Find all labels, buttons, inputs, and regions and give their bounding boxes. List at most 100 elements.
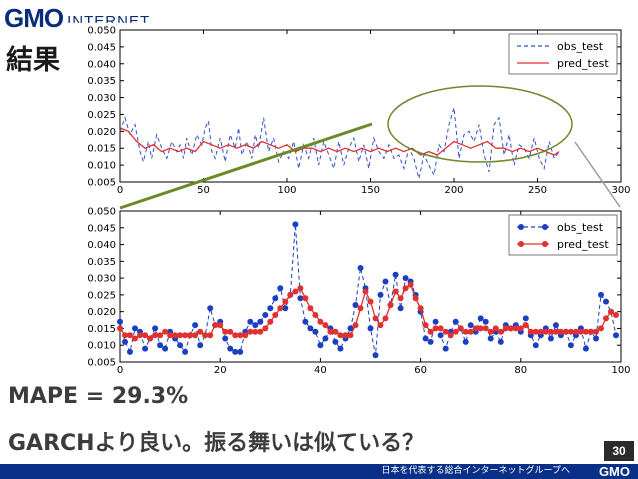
point-1-obs_test-30 [267, 305, 274, 312]
point-1-pred_test-44 [337, 332, 344, 339]
point-1-pred_test-82 [527, 328, 534, 335]
y-tick-label-0-0: 0.005 [87, 178, 116, 189]
point-1-pred_test-58 [407, 281, 414, 288]
point-1-pred_test-72 [477, 325, 484, 332]
y-tick-label-1-6: 0.035 [87, 257, 116, 268]
point-1-pred_test-62 [427, 328, 434, 335]
point-1-obs_test-35 [292, 221, 299, 228]
logo-gmo-text: GMO [4, 3, 64, 33]
point-1-pred_test-28 [257, 328, 264, 335]
point-1-obs_test-0 [117, 318, 123, 325]
point-1-obs_test-96 [598, 291, 604, 298]
point-1-pred_test-81 [522, 322, 529, 329]
series-line-0-pred_test [119, 127, 560, 156]
point-1-pred_test-48 [357, 305, 364, 312]
point-1-pred_test-70 [467, 328, 474, 335]
point-1-pred_test-95 [593, 328, 599, 335]
point-1-obs_test-28 [257, 318, 264, 325]
point-1-pred_test-89 [562, 328, 569, 335]
legend-marker-b-1-obs_test [542, 224, 548, 230]
point-1-pred_test-57 [402, 285, 409, 292]
point-1-pred_test-31 [272, 312, 279, 318]
point-1-obs_test-63 [432, 318, 439, 325]
point-1-pred_test-0 [117, 325, 123, 332]
gmo-internet-logo: GMO INTERNET [4, 3, 151, 33]
point-1-pred_test-91 [572, 328, 579, 335]
point-1-pred_test-63 [432, 325, 439, 332]
footer-tagline: 日本を代表する総合インターネットグループへ [381, 466, 570, 476]
x-tick-label-1-4: 80 [514, 365, 527, 376]
point-1-obs_test-81 [522, 315, 529, 322]
point-1-pred_test-61 [422, 322, 429, 329]
point-1-pred_test-15 [192, 332, 199, 339]
x-tick-label-1-3: 60 [414, 365, 427, 376]
x-tick-label-0-0: 0 [117, 185, 123, 196]
point-1-obs_test-55 [392, 271, 399, 278]
point-1-pred_test-36 [297, 285, 304, 292]
point-1-pred_test-52 [377, 322, 384, 329]
legend-box-0 [508, 33, 618, 75]
point-1-obs_test-57 [402, 275, 409, 282]
point-1-pred_test-88 [557, 328, 564, 335]
point-1-obs_test-56 [397, 305, 404, 312]
point-1-pred_test-29 [262, 325, 269, 332]
point-1-pred_test-33 [282, 298, 289, 305]
x-tick-label-0-3: 150 [361, 185, 380, 196]
point-1-obs_test-7 [152, 325, 159, 332]
point-1-pred_test-98 [608, 308, 614, 315]
point-1-pred_test-49 [362, 288, 369, 295]
y-tick-label-1-0: 0.005 [87, 358, 116, 369]
point-1-pred_test-46 [347, 332, 354, 339]
point-1-obs_test-44 [337, 345, 344, 352]
point-1-obs_test-3 [132, 325, 138, 332]
point-1-pred_test-73 [482, 325, 489, 332]
point-1-obs_test-9 [162, 345, 169, 352]
point-1-obs_test-2 [127, 348, 133, 355]
point-1-pred_test-13 [182, 332, 189, 339]
x-tick-label-0-6: 300 [611, 185, 630, 196]
y-tick-label-0-3: 0.020 [87, 127, 116, 138]
y-tick-label-0-1: 0.010 [87, 161, 116, 172]
zoom-connector-right [574, 141, 621, 208]
y-tick-label-0-9: 0.050 [87, 26, 116, 37]
point-1-obs_test-93 [582, 345, 589, 352]
point-1-pred_test-84 [537, 328, 544, 335]
y-tick-label-0-2: 0.015 [87, 144, 116, 155]
point-1-pred_test-18 [207, 332, 214, 339]
point-1-pred_test-41 [322, 322, 329, 329]
point-1-obs_test-53 [382, 278, 389, 285]
point-1-obs_test-69 [462, 338, 469, 345]
point-1-pred_test-21 [222, 328, 229, 335]
point-1-pred_test-22 [227, 328, 234, 335]
point-1-pred_test-65 [442, 328, 449, 335]
point-1-obs_test-15 [192, 322, 199, 329]
point-1-pred_test-45 [342, 332, 349, 339]
point-1-pred_test-37 [302, 295, 309, 302]
point-1-pred_test-27 [252, 328, 259, 335]
point-1-obs_test-43 [332, 338, 339, 345]
footer-logo: GMO [598, 464, 630, 479]
point-1-obs_test-16 [197, 342, 204, 349]
y-tick-label-1-5: 0.030 [87, 274, 116, 285]
point-1-obs_test-26 [247, 318, 254, 325]
point-1-pred_test-92 [577, 328, 584, 335]
point-1-obs_test-21 [222, 335, 229, 342]
point-1-obs_test-50 [367, 325, 374, 332]
x-tick-label-1-5: 100 [611, 365, 630, 376]
point-1-pred_test-42 [327, 328, 334, 335]
point-1-pred_test-39 [312, 312, 319, 318]
point-1-obs_test-99 [613, 332, 619, 339]
point-1-obs_test-67 [452, 318, 459, 325]
y-tick-label-1-2: 0.015 [87, 324, 116, 335]
point-1-obs_test-64 [437, 332, 444, 339]
point-1-pred_test-19 [212, 322, 219, 329]
logo-internet-text: INTERNET [67, 13, 151, 30]
point-1-obs_test-5 [142, 345, 149, 352]
point-1-pred_test-55 [392, 288, 399, 295]
point-1-obs_test-73 [482, 318, 489, 325]
point-1-obs_test-95 [593, 335, 599, 342]
y-tick-label-1-1: 0.010 [87, 341, 116, 352]
point-1-pred_test-69 [462, 328, 469, 335]
point-1-obs_test-48 [357, 265, 364, 271]
point-1-pred_test-56 [397, 295, 404, 302]
